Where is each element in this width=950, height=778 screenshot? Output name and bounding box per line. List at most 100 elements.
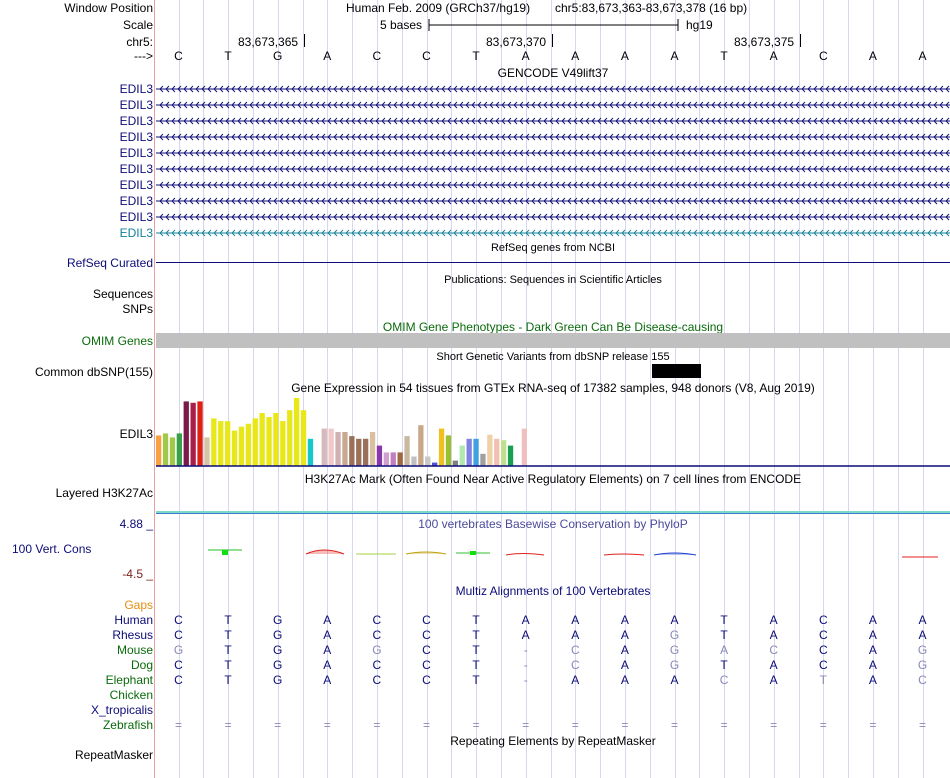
species-label[interactable]: Human [114,613,153,627]
gtex-tissue-bar[interactable] [445,435,452,466]
gtex-tissue-bar[interactable] [473,438,479,466]
gtex-track-title[interactable]: Gene Expression in 54 tissues from GTEx … [291,381,815,395]
gtex-tissue-bar[interactable] [487,434,493,466]
omim-label[interactable]: OMIM Genes [81,334,153,348]
position-range[interactable]: chr5:83,673,363-83,673,378 (16 bp) [555,1,748,15]
gencode-transcript-label[interactable]: EDIL3 [119,98,153,112]
gtex-tissue-bar[interactable] [390,452,396,466]
gencode-transcript-line[interactable] [156,132,950,142]
gtex-label[interactable]: EDIL3 [119,427,153,441]
gtex-tissue-bar[interactable] [383,452,389,466]
gencode-transcript-label[interactable]: EDIL3 [119,162,153,176]
gtex-tissue-bar[interactable] [273,413,279,466]
gtex-tissue-bar[interactable] [328,428,334,466]
gtex-tissue-bar[interactable] [452,460,458,466]
gtex-tissue-bar[interactable] [349,436,355,466]
gtex-tissue-bar[interactable] [245,423,251,466]
gtex-tissue-bar[interactable] [342,432,348,466]
gencode-transcript-label[interactable]: EDIL3 [119,82,153,96]
gencode-transcript-line[interactable] [156,84,950,94]
gencode-transcript-line[interactable] [156,148,950,158]
phylop-label[interactable]: 100 Vert. Cons [12,542,92,556]
gtex-tissue-bar[interactable] [369,432,376,466]
gtex-tissue-bar[interactable] [507,445,514,466]
refseq-track-title[interactable]: RefSeq genes from NCBI [490,242,616,254]
gencode-transcript-line[interactable] [156,212,950,222]
gtex-tissue-bar[interactable] [397,452,403,466]
gtex-tissue-bar[interactable] [225,421,231,466]
refseq-label[interactable]: RefSeq Curated [66,256,153,270]
gtex-tissue-bar[interactable] [321,428,327,466]
gtex-tissue-bar[interactable] [459,445,465,466]
h3k27ac-track-title[interactable]: H3K27Ac Mark (Often Found Near Active Re… [304,472,802,486]
gtex-tissue-bar[interactable] [307,438,314,466]
gtex-tissue-bar[interactable] [335,432,341,466]
gtex-bar-chart[interactable] [156,396,950,468]
gtex-tissue-bar[interactable] [183,401,189,466]
multiz-track-title[interactable]: Multiz Alignments of 100 Vertebrates [455,584,651,598]
gtex-tissue-bar[interactable] [259,413,265,466]
gencode-transcript-line[interactable] [156,228,950,238]
gtex-tissue-bar[interactable] [521,428,527,466]
species-label[interactable]: Mouse [116,643,153,657]
assembly-name[interactable]: Human Feb. 2009 (GRCh37/hg19) [346,1,531,15]
gtex-tissue-bar[interactable] [204,437,210,466]
gtex-tissue-bar[interactable] [218,421,224,466]
gtex-tissue-bar[interactable] [211,418,217,466]
gencode-transcript-label[interactable]: EDIL3 [119,194,153,208]
gtex-tissue-bar[interactable] [252,418,258,466]
gtex-tissue-bar[interactable] [363,438,369,466]
species-label[interactable]: Dog [130,658,153,672]
gtex-tissue-bar[interactable] [501,440,507,466]
phylop-signal[interactable] [156,540,950,564]
gtex-tissue-bar[interactable] [432,462,438,466]
omim-track-title[interactable]: OMIM Gene Phenotypes - Dark Green Can Be… [382,320,724,334]
species-label[interactable]: Elephant [105,673,153,687]
gencode-transcript-label[interactable]: EDIL3 [119,146,153,160]
gencode-transcript-label[interactable]: EDIL3 [119,226,153,240]
dbsnp-variant[interactable] [652,364,701,378]
omim-bar[interactable] [156,333,950,348]
gtex-tissue-bar[interactable] [231,430,238,466]
gtex-tissue-bar[interactable] [266,417,272,466]
gtex-tissue-bar[interactable] [425,456,431,467]
gtex-tissue-bar[interactable] [197,401,203,466]
gtex-tissue-bar[interactable] [294,398,300,466]
gencode-transcript-label[interactable]: EDIL3 [119,210,153,224]
gencode-track-title[interactable]: GENCODE V49lift37 [497,66,609,80]
gtex-tissue-bar[interactable] [494,438,500,466]
gencode-transcript-line[interactable] [156,196,950,206]
publications-label-snps[interactable]: SNPs [122,302,153,316]
publications-track-title[interactable]: Publications: Sequences in Scientific Ar… [444,274,662,286]
gencode-transcript-label[interactable]: EDIL3 [119,114,153,128]
gencode-transcript-label[interactable]: EDIL3 [119,178,153,192]
phylop-track-title[interactable]: 100 vertebrates Basewise Conservation by… [418,517,688,531]
gtex-tissue-bar[interactable] [156,435,162,466]
gtex-tissue-bar[interactable] [356,438,362,466]
gtex-tissue-bar[interactable] [238,426,245,466]
gencode-transcript-line[interactable] [156,180,950,190]
gtex-tissue-bar[interactable] [466,438,472,466]
publications-label-sequences[interactable]: Sequences [92,287,153,301]
h3k27ac-label[interactable]: Layered H3K27Ac [55,486,153,500]
repeatmasker-track-title[interactable]: Repeating Elements by RepeatMasker [450,734,656,748]
species-label[interactable]: X_tropicalis [90,703,153,717]
gtex-tissue-bar[interactable] [404,436,410,466]
gtex-tissue-bar[interactable] [300,410,307,466]
gtex-tissue-bar[interactable] [411,456,417,467]
gencode-transcript-line[interactable] [156,100,950,110]
repeatmasker-label[interactable]: RepeatMasker [74,748,153,762]
gtex-tissue-bar[interactable] [376,445,383,466]
gtex-tissue-bar[interactable] [287,410,293,466]
gtex-tissue-bar[interactable] [162,433,169,466]
gencode-transcript-line[interactable] [156,116,950,126]
gtex-tissue-bar[interactable] [176,433,182,466]
gtex-tissue-bar[interactable] [169,437,176,466]
dbsnp-label[interactable]: Common dbSNP(155) [34,365,153,379]
gtex-tissue-bar[interactable] [418,425,424,466]
dbsnp-track-title[interactable]: Short Genetic Variants from dbSNP releas… [436,351,670,363]
species-label[interactable]: Rhesus [112,628,153,642]
refseq-transcript-line[interactable] [156,262,950,263]
gtex-tissue-bar[interactable] [280,421,286,466]
gtex-tissue-bar[interactable] [438,428,445,466]
